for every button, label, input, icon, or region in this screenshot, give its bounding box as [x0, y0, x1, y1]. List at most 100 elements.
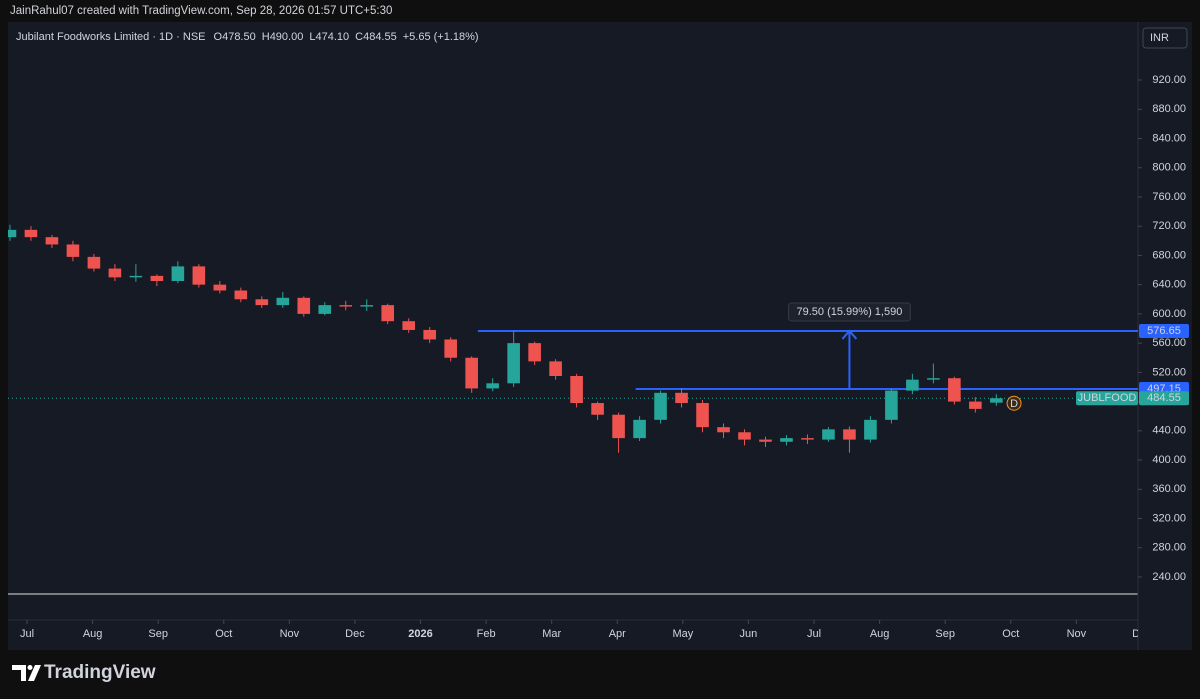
candle-body [150, 275, 164, 281]
x-tick-label: Sep [148, 628, 168, 640]
candle-body [45, 237, 59, 245]
level-label-box [1139, 323, 1189, 338]
candle-body [780, 438, 793, 442]
symbol-title: Jubilant Foodworks Limited · 1D · NSE [16, 31, 206, 43]
candle-body [696, 403, 709, 428]
legend-value: 490.00 [270, 31, 304, 43]
candle-body [948, 378, 961, 402]
candle-body [213, 284, 227, 291]
y-tick-label: 840.00 [1152, 132, 1186, 144]
last-price-label: 484.55 [1147, 392, 1181, 404]
y-tick-label: 880.00 [1152, 103, 1186, 115]
candle-body [465, 357, 478, 389]
candle-body [108, 268, 122, 278]
x-tick-label: Dec [1132, 628, 1152, 640]
measure-arrow [841, 329, 858, 340]
y-tick-label: 560.00 [1152, 337, 1186, 349]
legend-value: 474.10 [315, 31, 349, 43]
x-tick-label: Nov [280, 628, 300, 640]
candle-body [738, 432, 751, 440]
currency: INR [1150, 32, 1169, 44]
x-tick-label: Aug [870, 628, 890, 640]
y-tick-label: 600.00 [1152, 308, 1186, 320]
x-tick-label: Dec [345, 628, 365, 640]
candle-body [444, 339, 457, 358]
candle-body [885, 390, 898, 420]
x-tick-label: Jul [20, 628, 34, 640]
brand: TradingView [44, 662, 156, 683]
last-price-box [1139, 391, 1189, 406]
legend-key: H [262, 31, 270, 43]
x-tick-label: Oct [215, 628, 232, 640]
candle-body [339, 305, 353, 307]
chart-area [8, 22, 1192, 650]
y-tick-label: 800.00 [1152, 162, 1186, 174]
y-tick-label: 640.00 [1152, 279, 1186, 291]
x-tick-label: Sep [935, 628, 955, 640]
candle-body [87, 256, 101, 269]
legend-value: 484.55 [363, 31, 397, 43]
candle-body [927, 378, 940, 380]
currency-box [1142, 27, 1188, 49]
plot: Jul Aug Sep Oct Nov Dec 2026 Feb Mar Apr May Jun Jul… [8, 224, 1152, 640]
legend-value: 478.50 [222, 31, 256, 43]
price-axis: 240.00280.00320.00360.00400.00440.00480.… [1076, 74, 1189, 583]
candle-body [171, 266, 185, 281]
legend-key: C [355, 31, 363, 43]
candle-body [843, 429, 856, 440]
candle-body [507, 343, 520, 384]
logo [12, 665, 41, 681]
event-marker-label: D [1010, 398, 1018, 410]
x-tick-label: May [672, 628, 693, 640]
candle-body [381, 305, 395, 322]
candle-body [129, 275, 143, 278]
candle-body [906, 379, 919, 391]
symbol-label: JUBLFOOD [1078, 392, 1137, 404]
measure-label: 79.50 (15.99%) 1,590 [797, 306, 903, 318]
candle-body [8, 229, 17, 238]
candle-body [423, 329, 436, 340]
legend-key: O [214, 31, 223, 43]
candle-body [969, 401, 982, 409]
candle-body [549, 361, 562, 377]
y-tick-label: 280.00 [1152, 542, 1186, 554]
x-tick-label: Aug [83, 628, 103, 640]
candle-body [318, 305, 332, 314]
candle-body [486, 383, 499, 389]
y-tick-label: 720.00 [1152, 220, 1186, 232]
y-tick-label: 680.00 [1152, 249, 1186, 261]
legend-change: +5.65 (+1.18%) [403, 31, 479, 43]
y-tick-label: 440.00 [1152, 425, 1186, 437]
candle-body [402, 321, 416, 330]
logo-icon [12, 665, 41, 681]
x-tick-label: Jul [807, 628, 821, 640]
candle-body [612, 414, 625, 439]
y-tick-label: 920.00 [1152, 74, 1186, 86]
candle-body [570, 376, 583, 404]
attribution: JainRahul07 created with TradingView.com… [10, 5, 392, 17]
candle-body [234, 290, 248, 300]
x-tick-label: 2026 [408, 628, 432, 640]
candle-body [24, 229, 38, 238]
x-tick-label: Feb [477, 628, 496, 640]
x-tick-label: Apr [609, 628, 626, 640]
candle-body [276, 297, 290, 306]
symbol-box [1076, 391, 1138, 406]
candle-body [633, 419, 646, 439]
ohlc-legend: O 478.50 H 490.00 L 474.10 C 484.55 +5.65 (+1.18… [214, 31, 479, 43]
candle-body [864, 419, 877, 440]
y-tick-label: 520.00 [1152, 366, 1186, 378]
x-tick-label: Mar [542, 628, 561, 640]
candle-body [360, 305, 374, 307]
x-tick-label: Nov [1067, 628, 1087, 640]
candle-body [759, 439, 772, 442]
candle-body [717, 427, 730, 433]
measure-box [788, 302, 911, 322]
y-tick-label: 400.00 [1152, 454, 1186, 466]
candle-body [297, 297, 311, 314]
y-tick-label: 360.00 [1152, 483, 1186, 495]
event-marker [1006, 395, 1022, 411]
x-tick-label: Jun [740, 628, 758, 640]
logo-dot [27, 665, 33, 670]
